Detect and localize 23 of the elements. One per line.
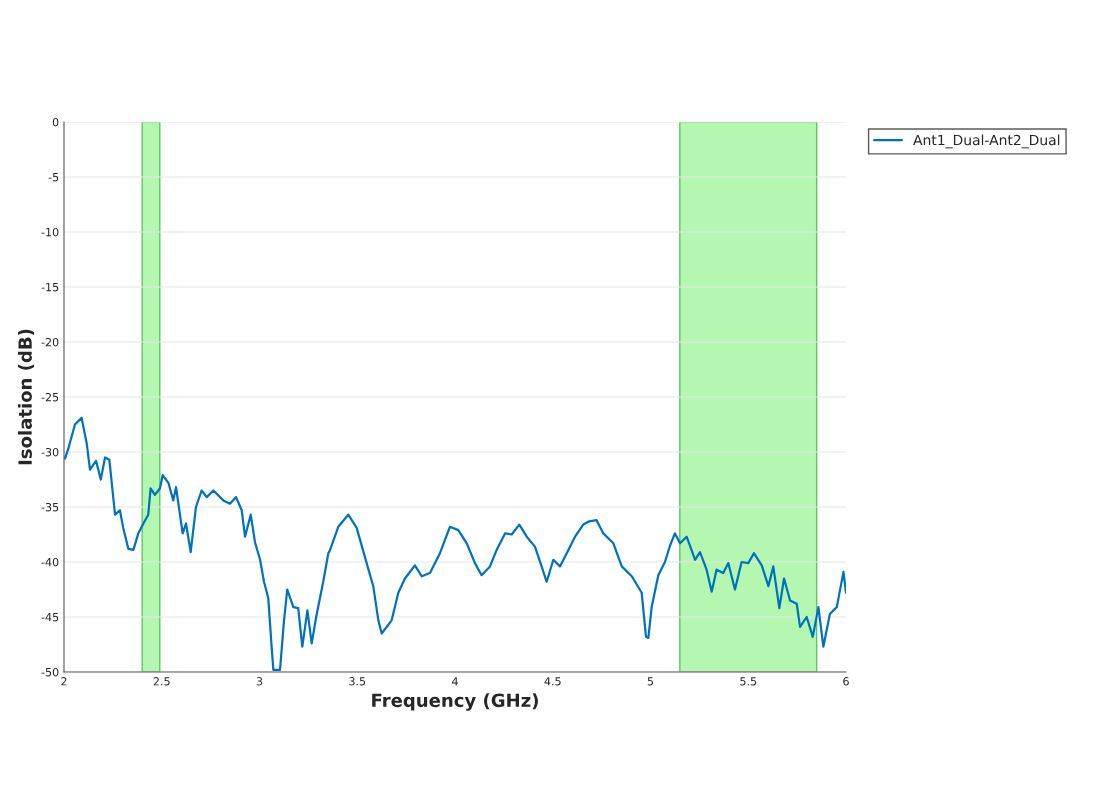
y-tick-label: -5: [48, 173, 59, 182]
y-tick-label: -45: [41, 613, 59, 622]
y-axis-title: Isolation (dB): [17, 329, 35, 465]
legend-label: Ant1_Dual-Ant2_Dual: [913, 134, 1060, 149]
x-axis-title: Frequency (GHz): [372, 693, 538, 711]
y-tick-label: -35: [41, 502, 59, 512]
x-tick-label: 5: [647, 677, 654, 686]
x-tick-label: 3.5: [349, 677, 366, 686]
x-tick-label: 5.5: [740, 677, 757, 686]
y-tick-label: -10: [41, 227, 59, 237]
y-tick-label: -50: [41, 667, 59, 677]
y-tick-label: 0: [52, 117, 59, 127]
y-tick-label: -40: [41, 557, 59, 567]
x-tick-label: 4.5: [544, 677, 561, 686]
y-tick-label: -25: [41, 392, 59, 402]
x-tick-label: 4: [452, 677, 458, 686]
x-tick-label: 3: [256, 677, 263, 686]
y-tick-label: -30: [41, 447, 59, 457]
x-tick-label: 2: [61, 677, 67, 686]
y-tick-label: -15: [41, 283, 59, 292]
x-tick-label: 6: [843, 677, 849, 686]
y-tick-label: -20: [41, 337, 59, 347]
x-tick-label: 2.5: [153, 677, 170, 686]
